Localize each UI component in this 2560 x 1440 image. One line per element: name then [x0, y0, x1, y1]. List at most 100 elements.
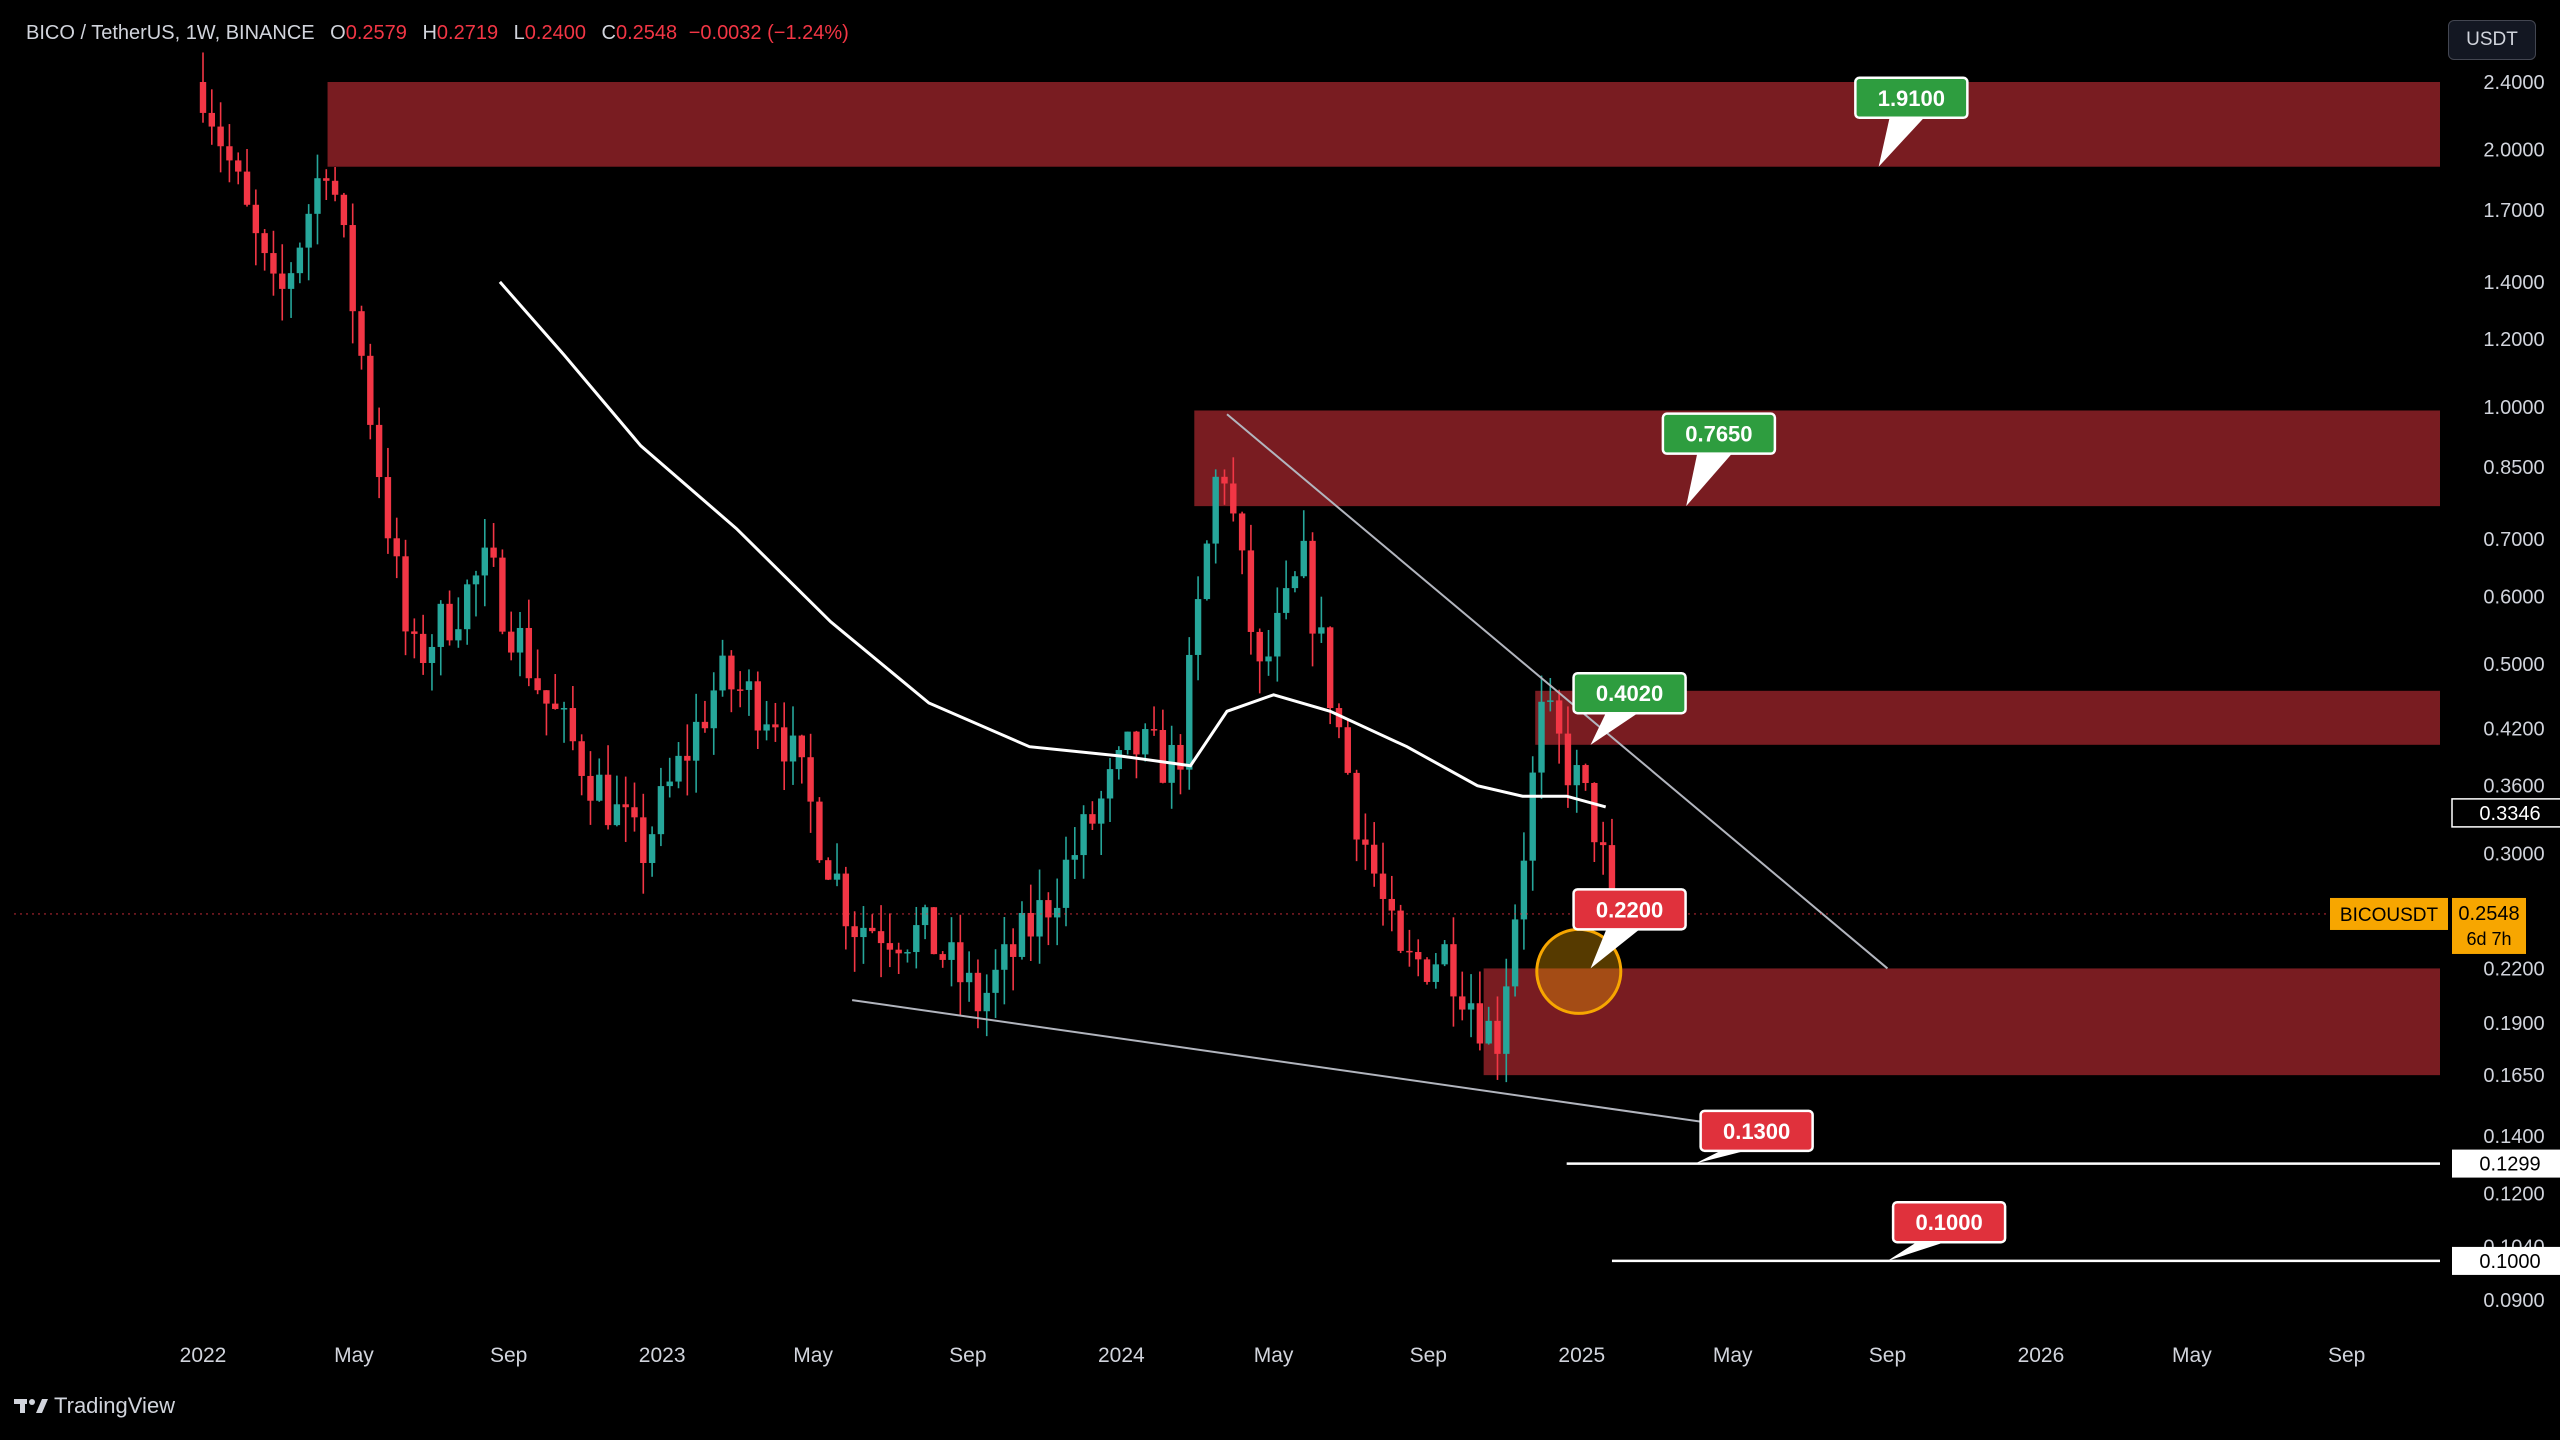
candle: [807, 733, 814, 833]
target-box: [1891, 1200, 2007, 1244]
candle: [728, 650, 735, 713]
candle-body: [525, 627, 533, 679]
candle: [877, 905, 885, 978]
price-tick-label: 1.0000: [2483, 397, 2544, 419]
candle: [375, 407, 383, 499]
candle-body: [437, 603, 444, 647]
candle-body: [358, 311, 365, 356]
candle-body: [648, 834, 656, 864]
candle: [1511, 904, 1519, 997]
candle-body: [780, 727, 788, 762]
candle-body: [1089, 814, 1096, 824]
candle-body: [1203, 543, 1211, 600]
candle: [789, 706, 797, 785]
candle: [1238, 511, 1246, 575]
candle: [235, 152, 242, 185]
candle: [287, 262, 295, 318]
candle: [252, 189, 260, 266]
candle: [992, 949, 999, 1019]
time-tick-label: 2026: [2018, 1344, 2065, 1367]
candle-body: [270, 253, 277, 274]
candle-body: [701, 721, 709, 729]
candle-body: [1247, 550, 1255, 632]
candle-body: [1230, 483, 1237, 514]
candle: [648, 826, 656, 877]
candle-body: [957, 942, 964, 983]
target-label: 0.2200: [1596, 897, 1663, 922]
candle-body: [816, 801, 823, 861]
candle: [296, 242, 304, 284]
candle-body: [1335, 708, 1343, 728]
candle: [463, 579, 471, 645]
candle-body: [428, 646, 436, 664]
candle-body: [869, 927, 876, 932]
candle: [754, 671, 761, 750]
candle-body: [1476, 1003, 1484, 1044]
candle: [1573, 749, 1580, 813]
candle: [1247, 524, 1255, 655]
candle: [1053, 878, 1061, 946]
candle: [930, 907, 938, 955]
target-box: [1661, 412, 1777, 455]
candle-body: [1282, 588, 1290, 613]
target-tags-layer: 1.9100 0.7650 0.4020 0.2200 0.1300 0.1000: [1572, 76, 2007, 1261]
last-price-tag: [2452, 897, 2526, 954]
candle-body: [1503, 986, 1510, 1054]
candle-body: [939, 954, 946, 960]
candles-layer: [199, 52, 1616, 1083]
candle: [1098, 790, 1105, 855]
candle-body: [419, 633, 427, 664]
candle: [534, 649, 541, 695]
candle-body: [481, 547, 488, 576]
candle-body: [1309, 540, 1316, 634]
candle: [886, 913, 894, 968]
price-axis[interactable]: 2.4000 2.0000 1.7000 1.4000 1.2000 1.0000 0.85…: [2330, 0, 2560, 1376]
candle: [869, 914, 876, 934]
candle-body: [974, 972, 982, 1012]
candle-body: [1265, 656, 1272, 662]
candle-body: [1036, 900, 1043, 937]
candle-body: [948, 942, 955, 960]
candle: [419, 614, 427, 675]
price-chart[interactable]: 1.9100 0.7650 0.4020 0.2200 0.1300 0.1000 2.4…: [0, 0, 2560, 1376]
candle: [1318, 596, 1325, 643]
candle: [349, 203, 356, 344]
price-tick-label: 0.3600: [2483, 776, 2544, 798]
time-axis[interactable]: 2022 May Sep 2023 May Sep 2024 May Sep 2025 May Sep…: [180, 1344, 2366, 1367]
candle-body: [217, 126, 224, 147]
tradingview-logo[interactable]: TradingView: [14, 1393, 175, 1419]
candle: [1459, 971, 1466, 1021]
candle-body: [825, 860, 832, 880]
candle-body: [375, 424, 383, 478]
candle: [437, 600, 444, 676]
close-label: C: [601, 22, 616, 44]
time-tick-label: 2022: [180, 1344, 227, 1367]
candle: [622, 776, 629, 842]
candle: [1370, 822, 1378, 887]
target-tag: 1.9100: [1854, 76, 1969, 167]
candle-body: [622, 804, 629, 808]
currency-button[interactable]: USDT: [2448, 20, 2536, 60]
candle-body: [490, 547, 497, 558]
candle-body: [1450, 944, 1457, 997]
price-tick-label: 0.7000: [2483, 529, 2544, 551]
candle: [1001, 917, 1008, 1005]
candle: [578, 734, 585, 796]
candle-body: [516, 627, 524, 653]
candle: [331, 166, 339, 202]
target-pointer: [1590, 921, 1650, 969]
candle: [367, 343, 374, 440]
candle-body: [851, 926, 858, 938]
price-tick-label: 0.8500: [2483, 457, 2544, 479]
candle: [1027, 884, 1034, 961]
trend-line: [1226, 413, 1889, 970]
price-tick-label: 1.4000: [2483, 272, 2544, 294]
price-tick-label: 0.1900: [2483, 1013, 2544, 1035]
candle: [1265, 629, 1272, 676]
candle-body: [1459, 996, 1466, 1010]
candle: [895, 942, 902, 975]
zones-layer: [327, 82, 2440, 1076]
candle-body: [1494, 1020, 1501, 1054]
time-tick-label: Sep: [949, 1344, 986, 1367]
symbol-header: BICO / TetherUS, 1W, BINANCE O0.2579 H0.…: [26, 22, 849, 45]
